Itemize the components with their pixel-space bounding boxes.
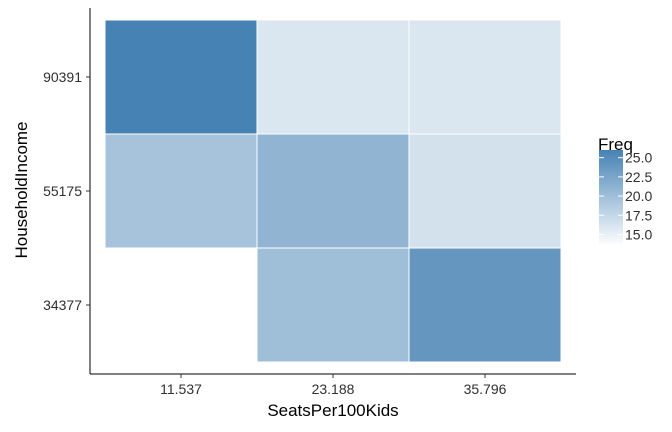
legend-label: 25.0 [625,150,652,166]
y-tick-label: 34377 [43,297,82,313]
legend-label: 17.5 [625,207,652,223]
x-tick-label: 35.796 [464,381,507,397]
heatmap-cell [408,133,562,249]
y-tick-label: 90391 [43,69,82,85]
y-axis-title: HouseholdIncome [12,121,31,258]
heatmap-cell [104,133,258,249]
legend-title: Freq [598,135,633,154]
heatmap-cell [408,19,562,135]
legend-ticks: 25.0 22.5 20.0 17.5 15.0 [599,150,652,242]
legend-label: 20.0 [625,188,652,204]
x-tick-label: 23.188 [312,381,355,397]
legend: Freq 25.0 22.5 20.0 17.5 15.0 [598,135,652,246]
axis-ticks: 11.537 23.188 35.796 34377 55175 90391 [43,69,507,397]
heatmap-cell [256,247,410,363]
x-axis-title: SeatsPer100Kids [267,401,398,420]
legend-colorbar [599,150,623,246]
legend-label: 22.5 [625,169,652,185]
heatmap-cell [256,19,410,135]
heatmap-cells [104,19,562,363]
x-tick-label: 11.537 [160,381,202,397]
heatmap-cell [256,133,410,249]
y-tick-label: 55175 [43,183,82,199]
heatmap-cell [408,247,562,363]
heatmap-cell [104,19,258,135]
legend-label: 15.0 [625,226,652,242]
